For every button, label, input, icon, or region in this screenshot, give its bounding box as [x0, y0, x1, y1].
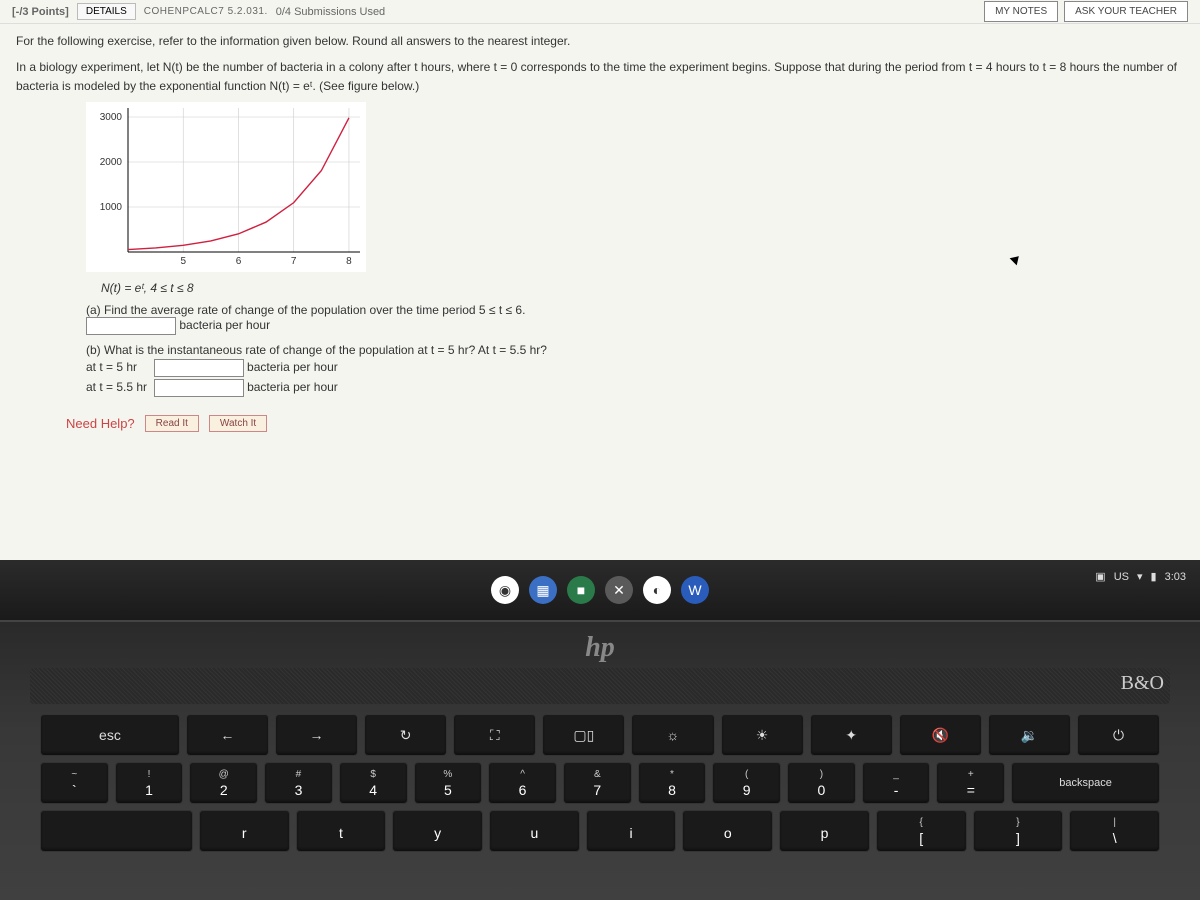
part-b-unit-2: bacteria per hour — [247, 381, 338, 395]
key[interactable]: $4 — [339, 762, 408, 804]
watch-it-button[interactable]: Watch It — [209, 415, 267, 432]
my-notes-button[interactable]: MY NOTES — [984, 1, 1058, 22]
part-b-unit-1: bacteria per hour — [247, 361, 338, 375]
key[interactable]: (9 — [712, 762, 781, 804]
problem-text: In a biology experiment, let N(t) be the… — [16, 58, 1184, 96]
key[interactable]: esc — [40, 714, 180, 756]
key[interactable]: ↻ — [364, 714, 447, 756]
key[interactable]: !1 — [115, 762, 184, 804]
keyboard: esc←→↻⛶▢▯☼☀✦🔇🔉⏻ ~`!1@2#3$4%5^6&7*8(9)0_-+… — [40, 714, 1160, 852]
submissions-used: 0/4 Submissions Used — [276, 6, 385, 18]
key[interactable]: %5 — [414, 762, 483, 804]
svg-text:1000: 1000 — [100, 202, 123, 213]
key[interactable]: y — [392, 810, 483, 852]
instruction-text: For the following exercise, refer to the… — [16, 34, 1184, 48]
exercise-code: COHENPCALC7 5.2.031. — [144, 6, 268, 17]
svg-text:2000: 2000 — [100, 157, 123, 168]
lang-indicator: US — [1114, 571, 1129, 583]
details-button[interactable]: DETAILS — [77, 3, 136, 20]
key[interactable]: {[ — [876, 810, 967, 852]
bang-olufsen-logo: B&O — [1121, 672, 1164, 695]
key[interactable]: backspace — [1011, 762, 1160, 804]
bacteria-growth-chart: 5 6 7 8 1000 2000 3000 — [86, 102, 366, 272]
chromeos-shelf: ◉ ▦ ■ ✕ ◐ W — [0, 560, 1200, 620]
key[interactable]: ✦ — [810, 714, 893, 756]
key[interactable]: u — [489, 810, 580, 852]
key[interactable]: r — [199, 810, 290, 852]
ask-teacher-button[interactable]: ASK YOUR TEACHER — [1064, 1, 1188, 22]
exercise-topbar: [-/3 Points] DETAILS COHENPCALC7 5.2.031… — [0, 0, 1200, 24]
key[interactable]: ☼ — [631, 714, 714, 756]
key[interactable]: &7 — [563, 762, 632, 804]
key[interactable]: += — [936, 762, 1005, 804]
need-help-label: Need Help? — [66, 416, 135, 431]
part-b-prompt: (b) What is the instantaneous rate of ch… — [86, 343, 547, 357]
points-label: [-/3 Points] — [12, 6, 69, 18]
wifi-icon: ▾ — [1137, 570, 1143, 583]
svg-text:8: 8 — [346, 256, 352, 267]
key[interactable]: ⏻ — [1077, 714, 1160, 756]
shield-icon[interactable]: ◐ — [643, 576, 671, 604]
key[interactable]: → — [275, 714, 358, 756]
svg-text:6: 6 — [236, 256, 242, 267]
key[interactable]: ← — [186, 714, 269, 756]
svg-text:3000: 3000 — [100, 112, 123, 123]
battery-icon: ▮ — [1151, 570, 1157, 583]
key[interactable]: t — [296, 810, 387, 852]
key[interactable]: #3 — [264, 762, 333, 804]
apps-icon[interactable]: ▦ — [529, 576, 557, 604]
word-icon[interactable]: W — [681, 576, 709, 604]
clock: 3:03 — [1165, 571, 1186, 583]
part-b-input-2[interactable] — [154, 379, 244, 397]
key[interactable]: @2 — [189, 762, 258, 804]
key[interactable]: _- — [862, 762, 931, 804]
key[interactable]: |\ — [1069, 810, 1160, 852]
key[interactable]: i — [586, 810, 677, 852]
key[interactable]: ^6 — [488, 762, 557, 804]
part-a: (a) Find the average rate of change of t… — [86, 303, 1184, 335]
equation-label: N(t) = eᵗ, 4 ≤ t ≤ 8 — [101, 281, 1184, 295]
video-icon[interactable]: ■ — [567, 576, 595, 604]
close-icon[interactable]: ✕ — [605, 576, 633, 604]
exercise-content: For the following exercise, refer to the… — [0, 24, 1200, 442]
key[interactable]: 🔉 — [988, 714, 1071, 756]
chrome-icon[interactable]: ◉ — [491, 576, 519, 604]
part-b-row1-label: at t = 5 hr — [86, 361, 137, 375]
read-it-button[interactable]: Read It — [145, 415, 199, 432]
speaker-grille — [30, 668, 1170, 704]
key[interactable]: 🔇 — [899, 714, 982, 756]
key[interactable]: *8 — [638, 762, 707, 804]
part-a-input[interactable] — [86, 317, 176, 335]
part-a-unit: bacteria per hour — [179, 319, 270, 333]
key[interactable]: ⛶ — [453, 714, 536, 756]
svg-text:5: 5 — [180, 256, 186, 267]
key[interactable]: ~` — [40, 762, 109, 804]
key[interactable]: ▢▯ — [542, 714, 625, 756]
key[interactable]: o — [682, 810, 773, 852]
key[interactable] — [40, 810, 193, 852]
svg-text:7: 7 — [291, 256, 297, 267]
need-help-row: Need Help? Read It Watch It — [66, 415, 1184, 432]
part-a-prompt: (a) Find the average rate of change of t… — [86, 303, 525, 317]
screen-icon: ▣ — [1095, 570, 1105, 583]
part-b: (b) What is the instantaneous rate of ch… — [86, 343, 1184, 397]
key[interactable]: ☀ — [721, 714, 804, 756]
graph-container: 5 6 7 8 1000 2000 3000 — [86, 102, 1184, 275]
key[interactable]: p — [779, 810, 870, 852]
key[interactable]: )0 — [787, 762, 856, 804]
key[interactable]: }] — [973, 810, 1064, 852]
system-tray[interactable]: ▣ US ▾ ▮ 3:03 — [1095, 570, 1186, 583]
part-b-row2-label: at t = 5.5 hr — [86, 381, 147, 395]
part-b-input-1[interactable] — [154, 359, 244, 377]
hp-logo: hp — [585, 632, 615, 664]
